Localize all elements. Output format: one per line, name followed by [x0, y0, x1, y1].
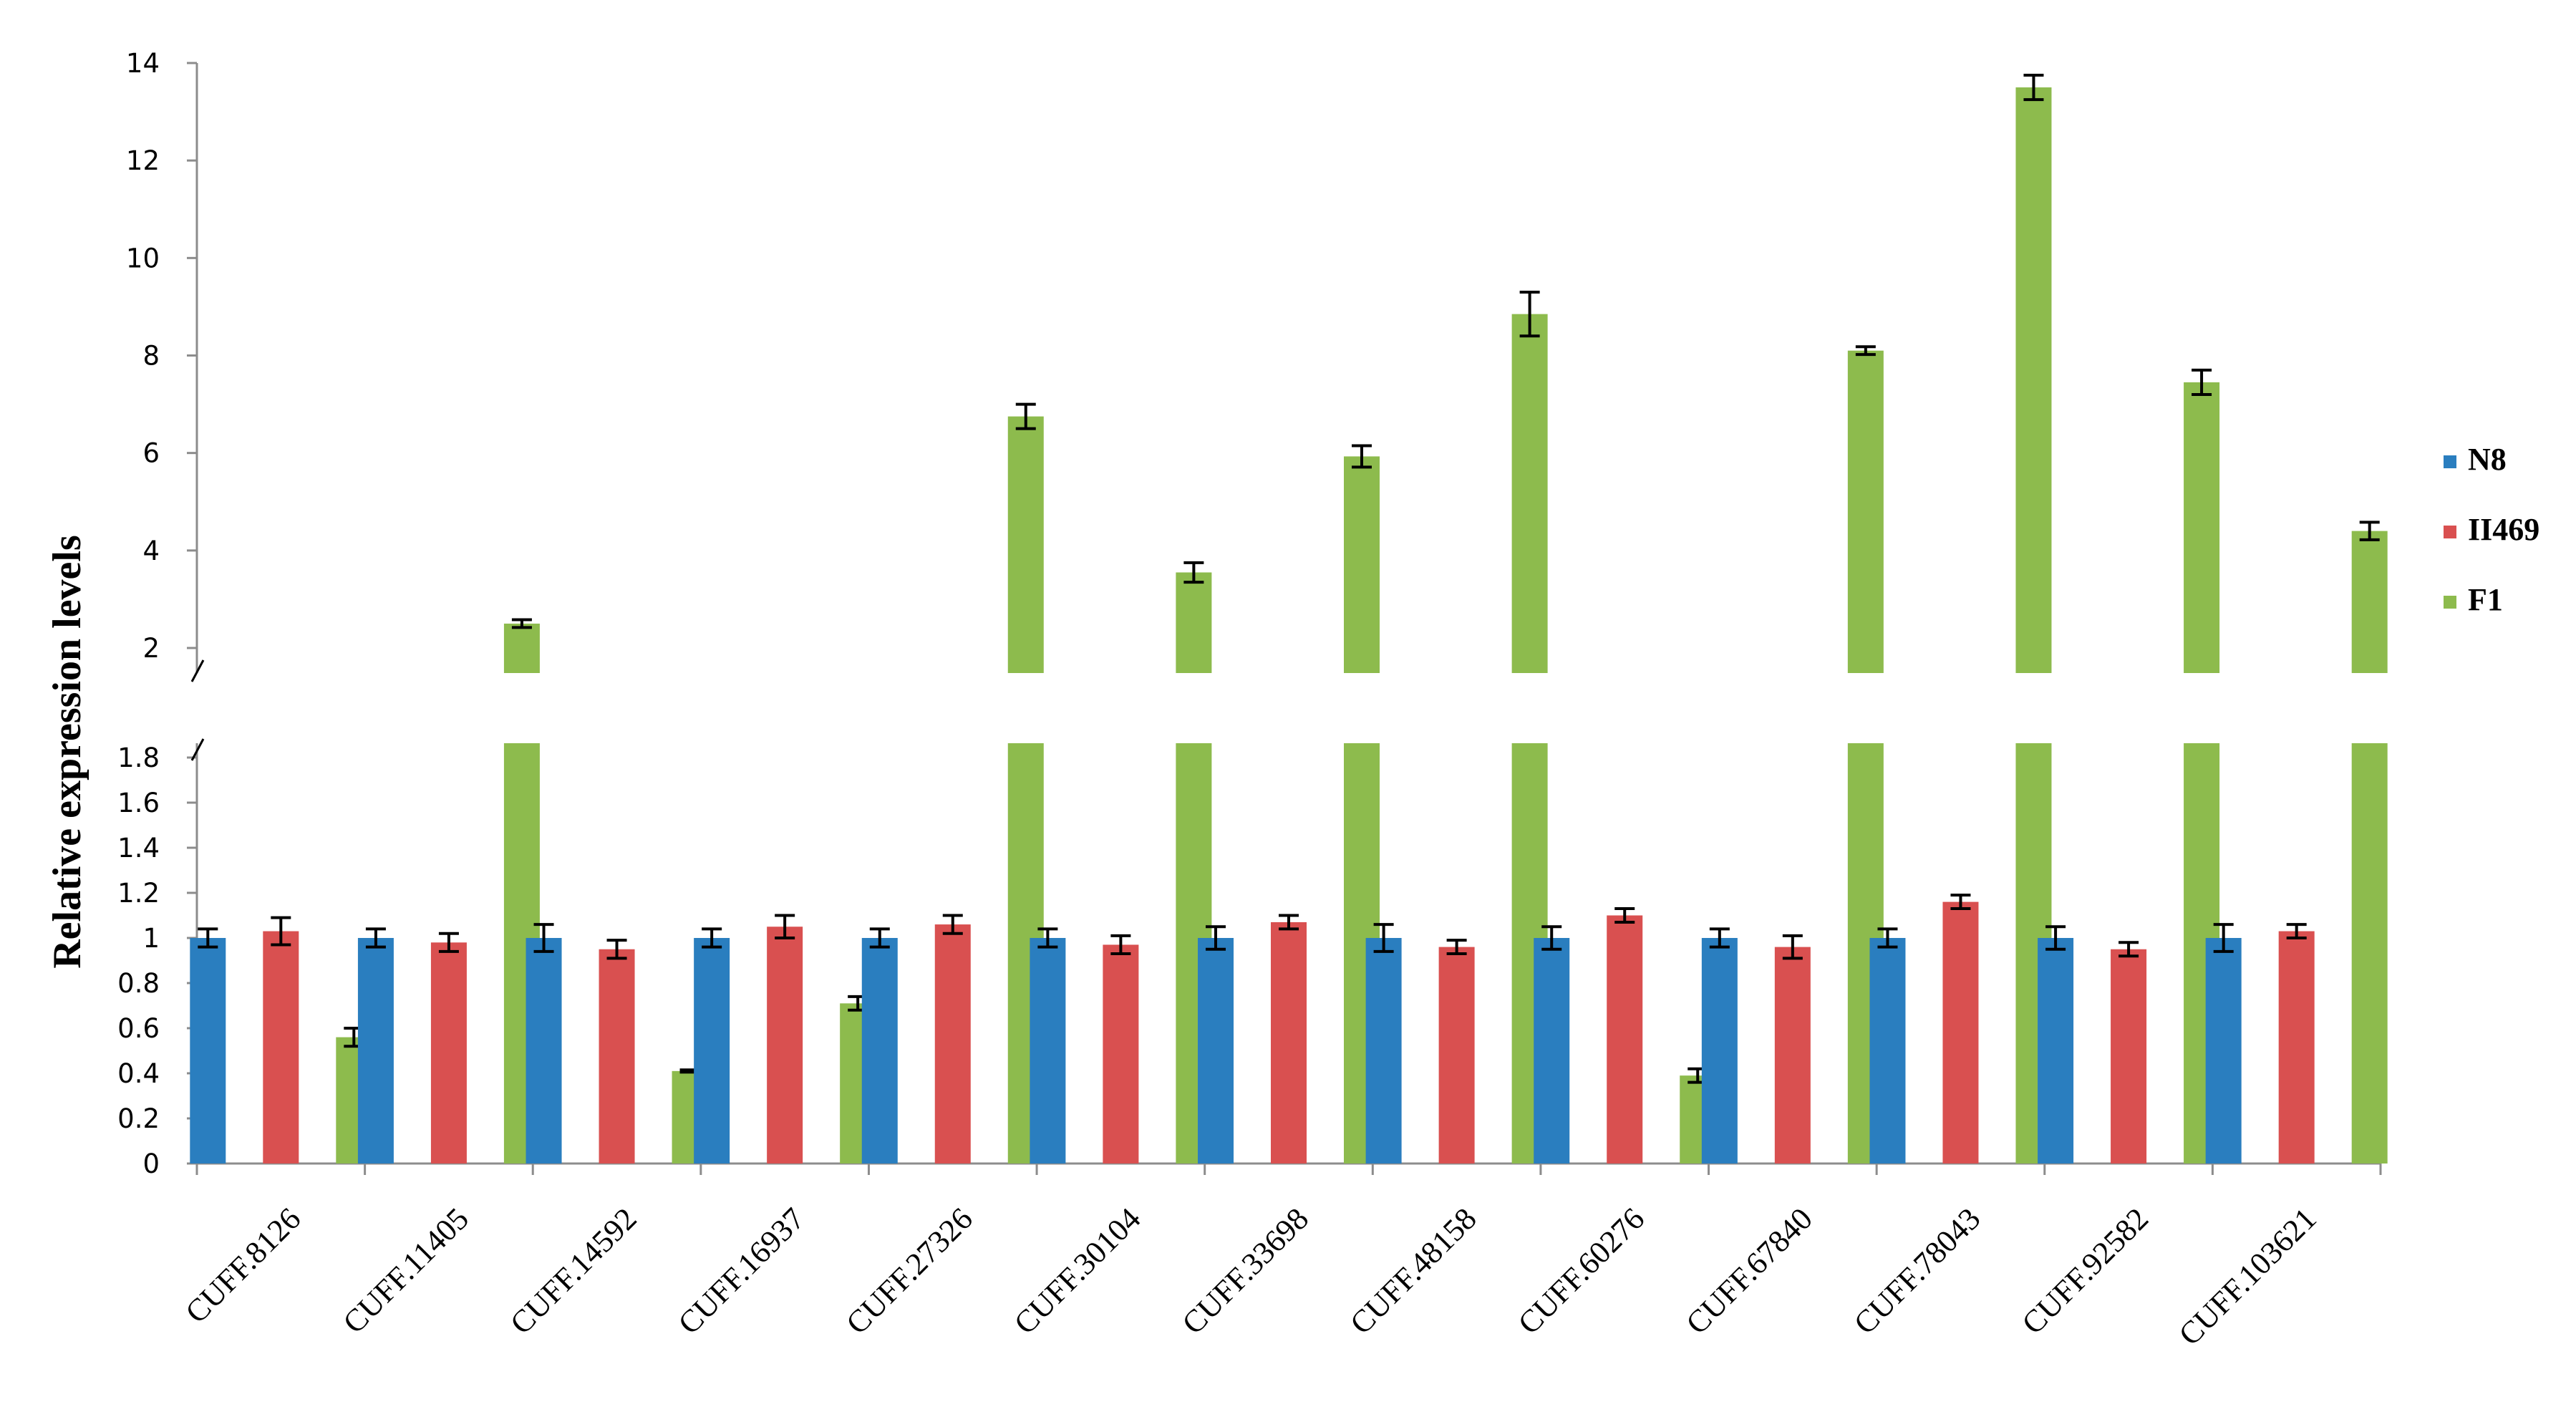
bar-N8 [1365, 938, 1402, 1164]
lower-tick-label: 1 [142, 923, 160, 954]
bar-II469 [263, 931, 299, 1164]
bar-N8 [1198, 938, 1234, 1164]
category-label: CUFF.48158 [1343, 1201, 1483, 1341]
bar-N8 [357, 938, 394, 1164]
bar-N8 [2205, 938, 2242, 1164]
bar-N8 [861, 938, 898, 1164]
upper-y-axis: 2 4 6 8 10 12 14 [126, 48, 205, 682]
legend-label-F1: F1 [2468, 582, 2503, 617]
lower-tick-label: 1.6 [117, 788, 160, 818]
bar-F1-upper [2351, 531, 2388, 673]
bar-F1-upper [503, 623, 540, 673]
lower-tick-label: 0.2 [117, 1103, 160, 1134]
legend-swatch-F1 [2444, 596, 2456, 609]
axis-break-mark-lower [190, 738, 205, 761]
bar-N8 [1030, 938, 1066, 1164]
upper-tick-label: 14 [126, 48, 160, 79]
legend-label-II469: II469 [2468, 512, 2539, 547]
bar-N8 [1534, 938, 1570, 1164]
category-label: CUFF.92582 [2015, 1201, 2156, 1341]
lower-tick-label: 1.4 [117, 833, 160, 864]
category-label: CUFF.16937 [672, 1201, 812, 1341]
y-axis-title: Relative expression levels [45, 535, 89, 969]
lower-tick-label: 0 [142, 1148, 160, 1179]
bar-F1-upper [2015, 87, 2052, 673]
lower-tick-label: 0.8 [117, 968, 160, 999]
lower-y-axis: 0 0.2 0.4 0.6 0.8 1 1.2 1.4 1.6 1.8 [117, 738, 205, 1179]
bar-N8 [190, 938, 226, 1164]
bar-II469 [2111, 949, 2147, 1164]
category-label: CUFF.78043 [1847, 1201, 1987, 1341]
category-label: CUFF.67840 [1679, 1201, 1819, 1341]
bar-F1-upper [1511, 314, 1548, 673]
bar-II469 [934, 924, 971, 1164]
category-label: CUFF.33698 [1176, 1201, 1316, 1341]
lower-tick-label: 0.6 [117, 1013, 160, 1044]
bar-F1-upper [1007, 416, 1044, 673]
bar-II469 [430, 942, 467, 1164]
bar-N8 [2038, 938, 2074, 1164]
upper-tick-label: 10 [126, 243, 160, 274]
upper-tick-label: 8 [142, 341, 160, 372]
x-axis [195, 1162, 2382, 1175]
category-label: CUFF.30104 [1007, 1201, 1148, 1341]
category-label: CUFF.60276 [1511, 1201, 1652, 1341]
bar-II469 [1607, 915, 1643, 1164]
category-label: CUFF.11405 [336, 1201, 475, 1340]
bar-F1-upper [1176, 572, 1212, 673]
bar-N8 [1869, 938, 1906, 1164]
category-label: CUFF.103621 [2172, 1201, 2323, 1352]
bar-F1-upper [2184, 382, 2220, 673]
bar-II469 [599, 949, 635, 1164]
bar-N8 [1701, 938, 1738, 1164]
lower-tick-label: 1.8 [117, 742, 160, 773]
lower-tick-label: 1.2 [117, 878, 160, 909]
category-label: CUFF.8126 [178, 1201, 307, 1330]
bar-II469 [1774, 947, 1811, 1164]
legend-label-N8: N8 [2468, 442, 2507, 477]
category-label: CUFF.27326 [839, 1201, 979, 1341]
bar-N8 [526, 938, 562, 1164]
axis-break-mark-upper [190, 659, 205, 682]
upper-tick-label: 12 [126, 145, 160, 176]
bar-II469 [2278, 931, 2315, 1164]
upper-tick-label: 4 [142, 536, 160, 566]
bar-II469 [767, 927, 803, 1164]
bar-II469 [1271, 921, 1307, 1164]
category-labels: CUFF.8126 CUFF.11405 CUFF.14592 CUFF.16937 C… [178, 1201, 2323, 1352]
legend-swatch-N8 [2444, 455, 2456, 468]
bar-F1-lower [2351, 743, 2388, 1164]
bar-II469 [1438, 947, 1475, 1164]
bar-II469 [1942, 901, 1979, 1164]
legend-swatch-II469 [2444, 526, 2456, 538]
bars [190, 74, 2388, 1164]
bar-F1-upper [1344, 456, 1380, 673]
upper-tick-label: 2 [142, 633, 160, 664]
bar-II469 [1103, 944, 1139, 1164]
category-label: CUFF.14592 [503, 1201, 644, 1341]
lower-tick-label: 0.4 [117, 1058, 160, 1089]
bar-F1-upper [1847, 350, 1884, 673]
upper-tick-label: 6 [142, 438, 160, 469]
bar-N8 [694, 938, 730, 1164]
legend: N8 II469 F1 [2444, 442, 2539, 617]
